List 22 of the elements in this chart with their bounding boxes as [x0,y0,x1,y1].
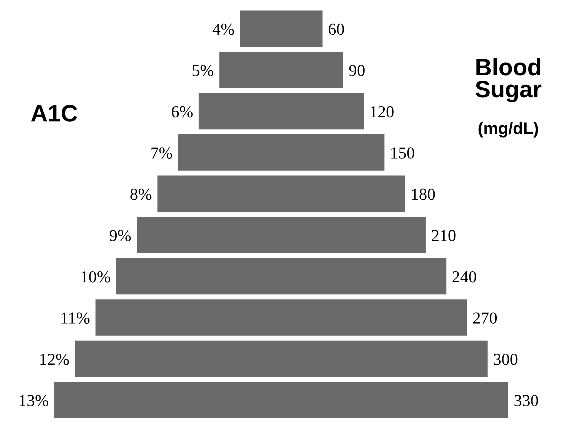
data-label: 210 [432,230,456,242]
data-label: 300 [494,354,518,366]
data-label: 240 [452,271,476,283]
data-label: 180 [412,188,436,200]
data-label: 60 [328,24,344,36]
category-label: 6% [172,106,193,118]
category-label: 10% [82,271,110,283]
category-label: 11% [62,312,90,324]
data-label: 120 [370,106,394,118]
category-label: 7% [152,148,172,159]
data-label: 90 [349,65,365,76]
category-label: 5% [192,65,214,76]
category-label: 4% [212,24,234,36]
category-label: 9% [110,230,132,242]
data-label: 330 [514,395,538,406]
data-label: 270 [473,312,498,324]
category-label: 13% [20,395,48,407]
category-label: 8% [130,188,152,200]
text: A1C [31,105,78,122]
text: Blood Sugar (mg/dL) [476,58,542,138]
data-label: 150 [392,148,414,159]
category-label: 12% [40,354,70,366]
